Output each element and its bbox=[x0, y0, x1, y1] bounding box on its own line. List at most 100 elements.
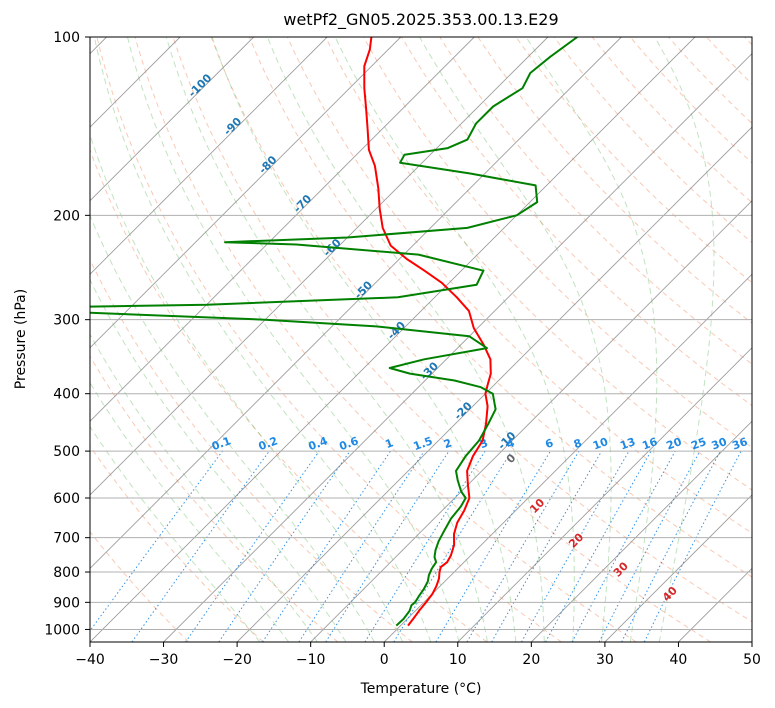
dry-adiabat bbox=[90, 258, 413, 642]
x-tick-label: −30 bbox=[149, 652, 179, 668]
isotherm-label: 30 bbox=[611, 559, 631, 579]
dry-adiabat bbox=[668, 37, 752, 125]
mixing-ratio-line bbox=[643, 450, 742, 642]
mixing-ratio-label: 8 bbox=[572, 436, 584, 451]
isotherm-line bbox=[383, 273, 752, 642]
isotherm-line bbox=[310, 200, 752, 642]
mixing-ratio-line bbox=[598, 450, 701, 642]
x-axis-title: Temperature (°C) bbox=[360, 681, 482, 697]
isotherm-label: 10 bbox=[527, 496, 547, 516]
mixing-ratio-line bbox=[90, 450, 223, 632]
mixing-ratio-line bbox=[325, 450, 450, 642]
moist-adiabat bbox=[266, 37, 545, 642]
x-tick-label: 20 bbox=[522, 652, 540, 668]
y-tick-label: 100 bbox=[53, 30, 80, 46]
mixing-ratio-line bbox=[218, 450, 351, 642]
x-tick-label: 50 bbox=[743, 652, 761, 668]
mixing-ratio-line bbox=[521, 450, 630, 642]
isotherm-line bbox=[90, 37, 622, 570]
mixing-ratio-label: 36 bbox=[730, 435, 749, 453]
moist-adiabat bbox=[90, 333, 318, 642]
dry-adiabat bbox=[210, 37, 752, 623]
isotherm-line bbox=[751, 641, 752, 642]
mixing-ratio-line bbox=[131, 450, 270, 642]
y-tick-label: 700 bbox=[53, 531, 80, 547]
mixing-ratio-label: 6 bbox=[543, 436, 555, 451]
dry-adiabat bbox=[90, 445, 264, 642]
dry-adiabat bbox=[629, 37, 752, 164]
moist-adiabat bbox=[211, 37, 517, 642]
x-tick-label: 40 bbox=[670, 652, 688, 668]
y-tick-label: 800 bbox=[53, 565, 80, 581]
mixing-ratio-label: 25 bbox=[689, 435, 708, 452]
mixing-ratio-label: 16 bbox=[640, 435, 659, 453]
dry-adiabat bbox=[553, 37, 752, 244]
dry-adiabat bbox=[706, 37, 752, 85]
mixing-ratio-label: 1 bbox=[384, 436, 396, 451]
mixing-ratio-line bbox=[262, 450, 391, 642]
dry-adiabat bbox=[744, 37, 752, 46]
y-tick-label: 300 bbox=[53, 313, 80, 329]
isotherm-line bbox=[163, 52, 752, 642]
mixing-ratio-label: 13 bbox=[618, 435, 637, 452]
isotherm-label: -100 bbox=[186, 71, 215, 100]
profile-lines bbox=[90, 37, 578, 627]
mixing-ratio-label: 0.1 bbox=[210, 434, 233, 453]
moist-adiabat bbox=[334, 37, 575, 642]
isotherm-line bbox=[90, 37, 475, 422]
isotherm-label: 0 bbox=[504, 451, 519, 466]
dry-adiabat bbox=[134, 37, 637, 642]
dry-adiabat bbox=[172, 37, 712, 642]
moist-adiabat bbox=[90, 425, 261, 642]
mixing-ratio-line bbox=[393, 450, 513, 642]
isotherm-label: -70 bbox=[291, 192, 314, 215]
y-axis-title: Pressure (hPa) bbox=[13, 289, 29, 389]
mixing-ratio-label: 0.6 bbox=[337, 434, 360, 453]
isotherm-line bbox=[236, 126, 752, 642]
background-lines bbox=[90, 37, 752, 642]
moist-adiabat bbox=[525, 37, 658, 642]
mixing-ratio-label: 0.2 bbox=[257, 434, 280, 453]
mixing-ratio-label: 20 bbox=[665, 435, 684, 453]
x-tick-label: −10 bbox=[296, 652, 326, 668]
moist-adiabat bbox=[90, 381, 290, 642]
mixing-ratio-line bbox=[571, 450, 676, 642]
mixing-ratio-line bbox=[185, 450, 320, 642]
isotherm-line bbox=[604, 494, 752, 642]
axes: −40 −30 −20 −10 0 10 20 30 40 5010009008007006005… bbox=[44, 30, 761, 668]
moist-adiabat bbox=[93, 37, 432, 642]
dry-adiabat bbox=[90, 355, 339, 642]
moist-adiabat bbox=[127, 37, 460, 642]
mixing-ratio-line bbox=[466, 450, 580, 642]
x-tick-label: 10 bbox=[449, 652, 467, 668]
mixing-ratio-label: 30 bbox=[710, 435, 729, 453]
mixing-ratio-line bbox=[545, 450, 652, 642]
isotherm-line bbox=[90, 37, 549, 496]
dry-adiabat bbox=[439, 37, 752, 365]
isotherm-label: -80 bbox=[256, 153, 279, 176]
x-tick-label: 30 bbox=[596, 652, 614, 668]
dewpoint-profile bbox=[90, 37, 578, 627]
y-tick-label: 500 bbox=[53, 444, 80, 460]
y-tick-label: 600 bbox=[53, 491, 80, 507]
isotherm-line bbox=[90, 37, 402, 349]
moist-adiabat bbox=[419, 37, 612, 642]
isotherm-line bbox=[678, 567, 752, 642]
isotherm-line bbox=[90, 37, 255, 202]
dry-adiabat bbox=[515, 37, 752, 284]
dry-adiabat bbox=[591, 37, 752, 204]
temperature-profile bbox=[363, 37, 492, 627]
x-tick-label: 0 bbox=[380, 652, 389, 668]
y-tick-label: 200 bbox=[53, 208, 80, 224]
moist-adiabat bbox=[165, 37, 488, 642]
mixing-ratio-label: 1.5 bbox=[412, 434, 435, 453]
isotherm-line bbox=[90, 37, 696, 642]
dry-adiabat bbox=[96, 37, 562, 642]
mixing-ratio-label: 10 bbox=[591, 435, 610, 453]
dry-adiabat bbox=[90, 531, 190, 642]
isotherm-line bbox=[90, 37, 328, 275]
dry-adiabat bbox=[90, 148, 488, 642]
isotherm-line bbox=[530, 420, 752, 642]
mixing-ratio-line bbox=[298, 450, 425, 642]
